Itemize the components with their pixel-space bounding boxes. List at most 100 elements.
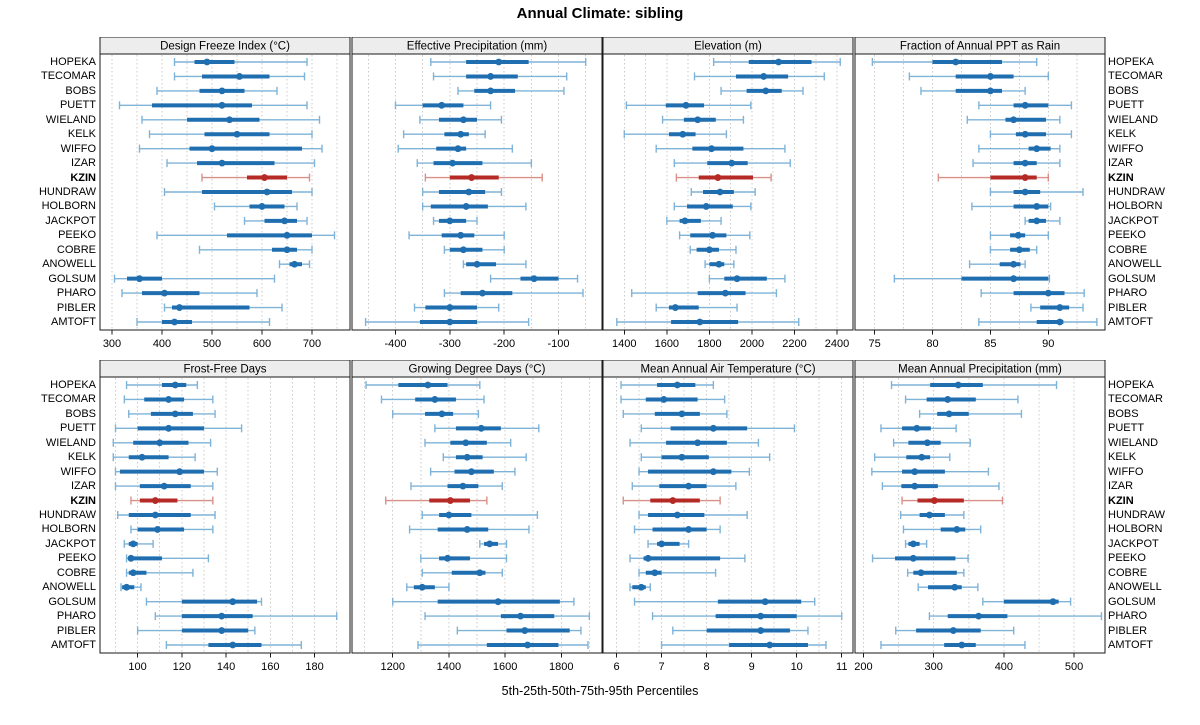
series-hundraw — [163, 188, 313, 196]
series-amtoft — [136, 318, 271, 326]
series-kzin — [201, 173, 311, 182]
axis-tick-label: 1400 — [612, 338, 636, 350]
series-cobre — [638, 568, 717, 577]
axis-tick-label: 1800 — [697, 338, 721, 350]
series-pibler — [456, 626, 582, 635]
series-wieland — [661, 115, 745, 124]
station-label-puett: PUETT — [1108, 422, 1145, 435]
panel-effective-precipitation-mm: Effective Precipitation (mm) -400 -300 -200… — [351, 37, 602, 350]
station-label-kelk: KELK — [67, 451, 96, 464]
axis-tick-label: 100 — [128, 661, 146, 673]
axis-tick-label: 2200 — [782, 338, 806, 350]
series-wiffo — [977, 144, 1061, 153]
series-holborn — [633, 525, 721, 534]
series-tecomar — [123, 395, 214, 404]
panel-strip-title: Frost-Free Days — [183, 364, 266, 376]
axis-tick-label: 85 — [984, 338, 996, 350]
series-hundraw — [421, 188, 502, 196]
series-anowell — [704, 260, 735, 269]
series-anowell — [917, 583, 979, 592]
station-label-holborn: HOLBORN — [41, 523, 96, 536]
series-golsum — [145, 597, 263, 606]
series-wiffo — [114, 467, 218, 476]
station-labels-right: HOPEKA TECOMAR BOBS PUETT WIELAND KELK WIFFO IZ… — [1108, 37, 1198, 357]
station-label-peeko: PEEKO — [1108, 552, 1146, 565]
series-pibler — [413, 303, 499, 312]
series-puett — [118, 101, 308, 110]
station-label-holborn: HOLBORN — [1108, 523, 1163, 536]
series-amtoft — [879, 641, 1026, 649]
series-wiffo — [870, 467, 989, 476]
series-cobre — [443, 245, 505, 254]
station-label-wieland: WIELAND — [45, 113, 96, 126]
figure-title: Annual Climate: sibling — [516, 5, 684, 22]
station-label-wiffo: WIFFO — [1108, 465, 1144, 478]
station-label-anowell: ANOWELL — [1108, 581, 1162, 594]
panel-mean-annual-air-temperature-c: Mean Annual Air Temperature (°C) 6 7 8 9 10 11 — [602, 360, 854, 673]
station-label-hopeka: HOPEKA — [50, 379, 96, 391]
series-cobre — [989, 245, 1037, 254]
series-izar — [409, 482, 503, 491]
station-label-bobs: BOBS — [1108, 407, 1139, 420]
axis-tick-label: 700 — [303, 338, 321, 350]
series-hundraw — [899, 511, 965, 519]
series-kelk — [640, 453, 771, 462]
series-puett — [625, 101, 752, 110]
series-holborn — [408, 525, 530, 534]
series-izar — [166, 159, 316, 168]
station-label-hundraw: HUNDRAW — [38, 509, 96, 521]
station-label-golsum: GOLSUM — [1108, 272, 1156, 285]
series-cobre — [689, 245, 737, 254]
series-anowell — [629, 583, 651, 592]
series-amtoft — [165, 641, 303, 649]
series-peeko — [871, 554, 969, 563]
series-peeko — [989, 231, 1049, 240]
series-jackpot — [123, 539, 154, 548]
axis-tick-label: 1400 — [436, 661, 460, 673]
series-pibler — [672, 626, 809, 635]
series-golsum — [981, 597, 1071, 606]
series-golsum — [391, 597, 575, 606]
axis-tick-label: 200 — [854, 661, 872, 673]
series-peeko — [419, 554, 507, 563]
station-label-kzin: KZIN — [1108, 171, 1134, 184]
series-kzin — [130, 496, 214, 505]
axis-tick-label: 300 — [924, 661, 942, 673]
series-kzin — [937, 173, 1049, 182]
station-label-bobs: BOBS — [65, 407, 96, 420]
panel-design-freeze-index-c: Design Freeze Index (°C) 300 400 500 600 700 — [99, 37, 351, 350]
series-bobs — [918, 409, 1022, 418]
panel-strip-title: Mean Annual Precipitation (mm) — [898, 364, 1062, 376]
figure-caption: 5th-25th-50th-75th-95th Percentiles — [501, 684, 699, 698]
axis-tick-label: 160 — [261, 661, 279, 673]
series-izar — [114, 482, 214, 491]
station-label-amtoft: AMTOFT — [1108, 639, 1154, 651]
series-peeko — [125, 554, 210, 563]
station-label-peeko: PEEKO — [58, 552, 96, 565]
axis-tick-label: 400 — [153, 338, 171, 350]
series-bobs — [720, 86, 804, 95]
series-anowell — [278, 260, 311, 269]
axis-tick-label: 90 — [1042, 338, 1054, 350]
station-label-puett: PUETT — [1108, 99, 1145, 112]
series-cobre — [125, 568, 194, 577]
series-puett — [433, 424, 539, 433]
station-label-kelk: KELK — [1108, 451, 1137, 464]
station-label-jackpot: JACKPOT — [1108, 537, 1159, 550]
series-izar — [416, 159, 532, 168]
station-label-pibler: PIBLER — [1108, 624, 1148, 637]
series-amtoft — [616, 318, 800, 326]
series-tecomar — [620, 395, 726, 404]
series-pharo — [979, 289, 1085, 298]
series-hopeka — [364, 381, 481, 389]
axis-tick-label: 120 — [173, 661, 191, 673]
station-label-pharo: PHARO — [56, 610, 96, 623]
axis-tick-label: 1800 — [549, 661, 573, 673]
axis-tick-label: 180 — [305, 661, 323, 673]
series-kzin — [675, 173, 772, 182]
series-jackpot — [432, 216, 478, 225]
series-cobre — [198, 245, 313, 254]
series-holborn — [970, 202, 1051, 211]
series-golsum — [113, 274, 276, 283]
